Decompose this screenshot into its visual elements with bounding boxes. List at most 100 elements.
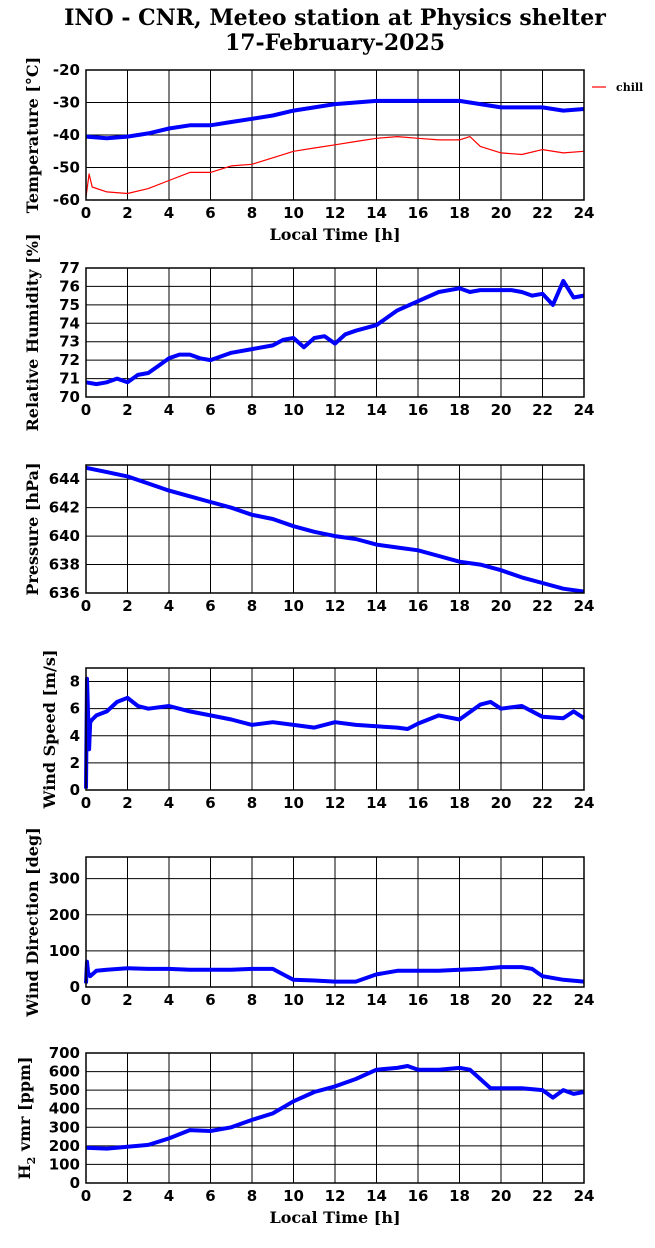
x-tick-label-1: 2 (122, 794, 132, 812)
x-tick-label-10: 20 (491, 991, 512, 1009)
y-tick-label-0: 70 (59, 388, 80, 406)
x-tick-label-10: 20 (491, 401, 512, 419)
x-tick-label-3: 6 (205, 401, 215, 419)
x-tick-label-7: 14 (366, 597, 387, 615)
x-tick-label-0: 0 (81, 204, 91, 222)
y-tick-label-4: -20 (53, 61, 80, 79)
plot-frame (85, 1052, 585, 1184)
y-tick-label-1: 100 (49, 942, 80, 960)
y-tick-label-5: 75 (59, 296, 80, 314)
series-line-2 (85, 136, 585, 197)
plot-frame (85, 267, 585, 398)
x-tick-label-5: 10 (283, 597, 304, 615)
y-tick-label-7: 700 (49, 1044, 80, 1062)
y-tick-label-0: 636 (49, 584, 80, 602)
x-tick-label-9: 18 (449, 401, 470, 419)
x-tick-label-5: 10 (283, 401, 304, 419)
x-tick-label-11: 22 (532, 1187, 553, 1205)
x-tick-label-7: 14 (366, 991, 387, 1009)
x-tick-label-1: 2 (122, 991, 132, 1009)
x-tick-label-9: 18 (449, 991, 470, 1009)
x-tick-label-8: 16 (408, 401, 429, 419)
y-tick-label-3: 300 (49, 870, 80, 888)
x-tick-label-6: 12 (325, 794, 346, 812)
x-tick-label-5: 10 (283, 1187, 304, 1205)
x-tick-label-8: 16 (408, 991, 429, 1009)
y-tick-label-4: 8 (70, 673, 80, 691)
y-tick-label-1: 71 (59, 370, 80, 388)
x-tick-label-2: 4 (164, 991, 174, 1009)
y-tick-label-6: 76 (59, 277, 80, 295)
series-line-1 (84, 676, 586, 789)
x-tick-label-6: 12 (325, 204, 346, 222)
x-tick-label-1: 2 (122, 597, 132, 615)
x-tick-label-5: 10 (283, 204, 304, 222)
x-tick-label-12: 24 (574, 401, 595, 419)
figure-title-line1: INO - CNR, Meteo station at Physics shel… (64, 5, 606, 31)
y-tick-label-2: 72 (59, 351, 80, 369)
x-tick-label-3: 6 (205, 204, 215, 222)
series-line-1 (85, 98, 585, 141)
x-tick-label-1: 2 (122, 1187, 132, 1205)
plot-frame (85, 856, 585, 988)
series-line-1 (85, 278, 585, 387)
x-tick-label-3: 6 (205, 597, 215, 615)
x-tick-label-6: 12 (325, 991, 346, 1009)
y-tick-label-1: 100 (49, 1155, 80, 1173)
legend-label-2: chill (616, 81, 643, 94)
x-tick-label-7: 14 (366, 794, 387, 812)
x-tick-label-5: 10 (283, 794, 304, 812)
y-tick-label-5: 500 (49, 1081, 80, 1099)
x-tick-label-12: 24 (574, 204, 595, 222)
x-tick-label-0: 0 (81, 1187, 91, 1205)
y-tick-label-4: 644 (49, 470, 80, 488)
x-tick-label-4: 8 (247, 1187, 257, 1205)
x-tick-label-11: 22 (532, 991, 553, 1009)
x-tick-label-3: 6 (205, 1187, 215, 1205)
x-tick-label-10: 20 (491, 597, 512, 615)
x-tick-label-3: 6 (205, 991, 215, 1009)
y-tick-label-2: 200 (49, 1137, 80, 1155)
y-tick-label-3: 300 (49, 1118, 80, 1136)
y-tick-label-3: 642 (49, 499, 80, 517)
x-tick-label-8: 16 (408, 204, 429, 222)
x-tick-label-1: 2 (122, 204, 132, 222)
x-tick-label-4: 8 (247, 991, 257, 1009)
x-tick-label-12: 24 (574, 794, 595, 812)
y-axis-label: H2 vmr [ppm] (15, 1056, 38, 1179)
y-axis-label: Wind Direction [deg] (23, 827, 42, 1018)
x-tick-label-9: 18 (449, 597, 470, 615)
x-tick-label-2: 4 (164, 794, 174, 812)
plot-frame (85, 69, 585, 201)
x-tick-label-2: 4 (164, 401, 174, 419)
x-tick-label-12: 24 (574, 597, 595, 615)
y-tick-label-4: 400 (49, 1100, 80, 1118)
y-tick-label-0: 0 (70, 978, 80, 996)
x-tick-label-7: 14 (366, 1187, 387, 1205)
y-tick-label-3: -30 (53, 94, 80, 112)
y-tick-label-6: 600 (49, 1063, 80, 1081)
y-tick-label-3: 6 (70, 700, 80, 718)
y-tick-label-2: 4 (70, 727, 80, 745)
panel-1: 0 2 4 6 8 10 12 14 16 18 20 22 24-60-50-40-30-20Temp… (23, 57, 643, 244)
series-line-1 (85, 465, 585, 594)
series-line-1 (84, 959, 585, 984)
x-tick-label-10: 20 (491, 1187, 512, 1205)
y-tick-label-0: -60 (53, 191, 80, 209)
x-tick-label-6: 12 (325, 1187, 346, 1205)
y-tick-label-3: 73 (59, 333, 80, 351)
x-tick-label-4: 8 (247, 597, 257, 615)
x-tick-label-11: 22 (532, 204, 553, 222)
panel-2: 0 2 4 6 8 10 12 14 16 18 20 22 247071727374757677Rel… (23, 233, 594, 431)
x-tick-label-10: 20 (491, 204, 512, 222)
x-tick-label-7: 14 (366, 401, 387, 419)
plot-frame (85, 464, 585, 594)
x-tick-label-4: 8 (247, 401, 257, 419)
y-tick-label-2: -40 (53, 126, 80, 144)
x-tick-label-4: 8 (247, 794, 257, 812)
x-tick-label-3: 6 (205, 794, 215, 812)
y-tick-label-1: -50 (53, 159, 80, 177)
